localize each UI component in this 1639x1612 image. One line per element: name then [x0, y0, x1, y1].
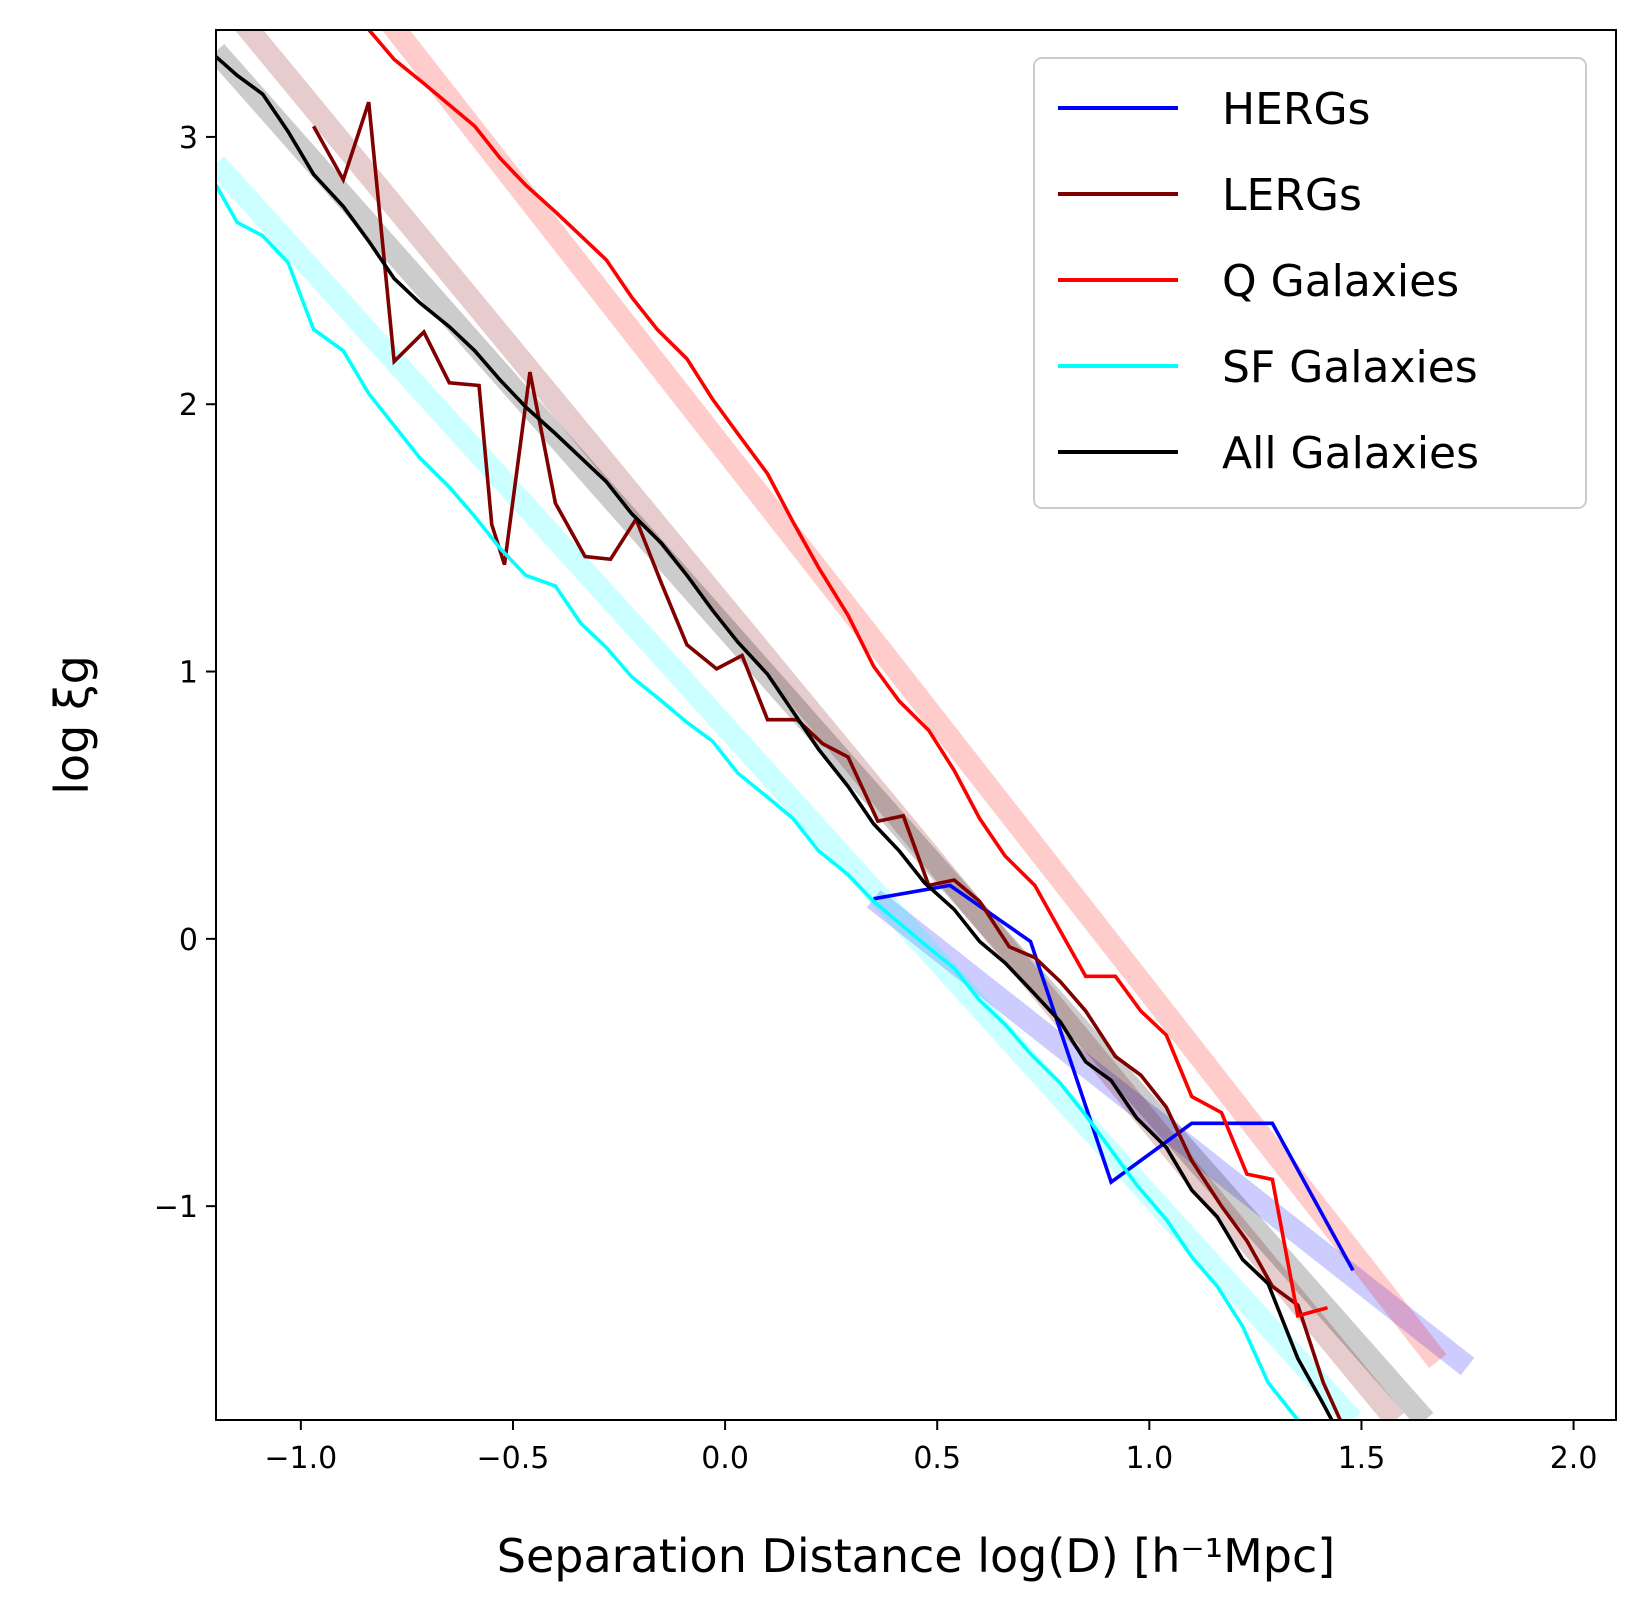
- x-tick-label: 2.0: [1550, 1441, 1598, 1476]
- x-tick-label: 1.5: [1338, 1441, 1386, 1476]
- legend-label-q-galaxies: Q Galaxies: [1222, 256, 1459, 307]
- y-tick-label: 1: [179, 656, 198, 691]
- y-tick-label: 0: [179, 923, 198, 958]
- all-galaxies-fit-band: [216, 44, 1434, 1420]
- x-tick-label: 0.0: [701, 1441, 749, 1476]
- legend-label-sf-galaxies: SF Galaxies: [1222, 342, 1478, 393]
- series-lines: [216, 30, 1355, 1420]
- x-axis-label: Separation Distance log(D) [h⁻¹Mpc]: [497, 1529, 1336, 1583]
- y-tick-label: −1: [154, 1190, 198, 1225]
- y-tick-label: 3: [179, 121, 198, 156]
- x-tick-label: 0.5: [913, 1441, 961, 1476]
- q-galaxies-fit-band: [381, 30, 1447, 1368]
- x-tick-label: −1.0: [264, 1441, 337, 1476]
- legend: HERGs LERGs Q Galaxies SF Galaxies All Galax…: [1033, 57, 1587, 509]
- y-axis-ticks: −1 0 1 2 3: [154, 121, 216, 1225]
- fit-bands: [216, 30, 1475, 1420]
- lergs-line: [312, 101, 1342, 1420]
- y-axis-label: log ξg: [45, 655, 99, 795]
- legend-label-lergs: LERGs: [1222, 170, 1362, 221]
- lergs-fit-band: [234, 30, 1404, 1420]
- plot-frame: [215, 29, 1617, 1421]
- hergs-fit-band: [866, 890, 1475, 1376]
- x-axis-ticks: −1.0 −0.5 0.0 0.5 1.0 1.5 2.0: [264, 1420, 1597, 1476]
- hergs-line: [873, 883, 1355, 1272]
- legend-label-all-galaxies: All Galaxies: [1222, 428, 1479, 479]
- legend-box: [1033, 57, 1587, 509]
- all-galaxies-line: [216, 55, 1334, 1420]
- q-galaxies-line: [366, 30, 1328, 1318]
- sf-galaxies-fit-band: [216, 156, 1362, 1420]
- legend-label-hergs: HERGs: [1222, 84, 1370, 135]
- y-tick-label: 2: [179, 388, 198, 423]
- x-tick-label: −0.5: [477, 1441, 550, 1476]
- x-tick-label: 1.0: [1125, 1441, 1173, 1476]
- sf-galaxies-line: [216, 184, 1300, 1420]
